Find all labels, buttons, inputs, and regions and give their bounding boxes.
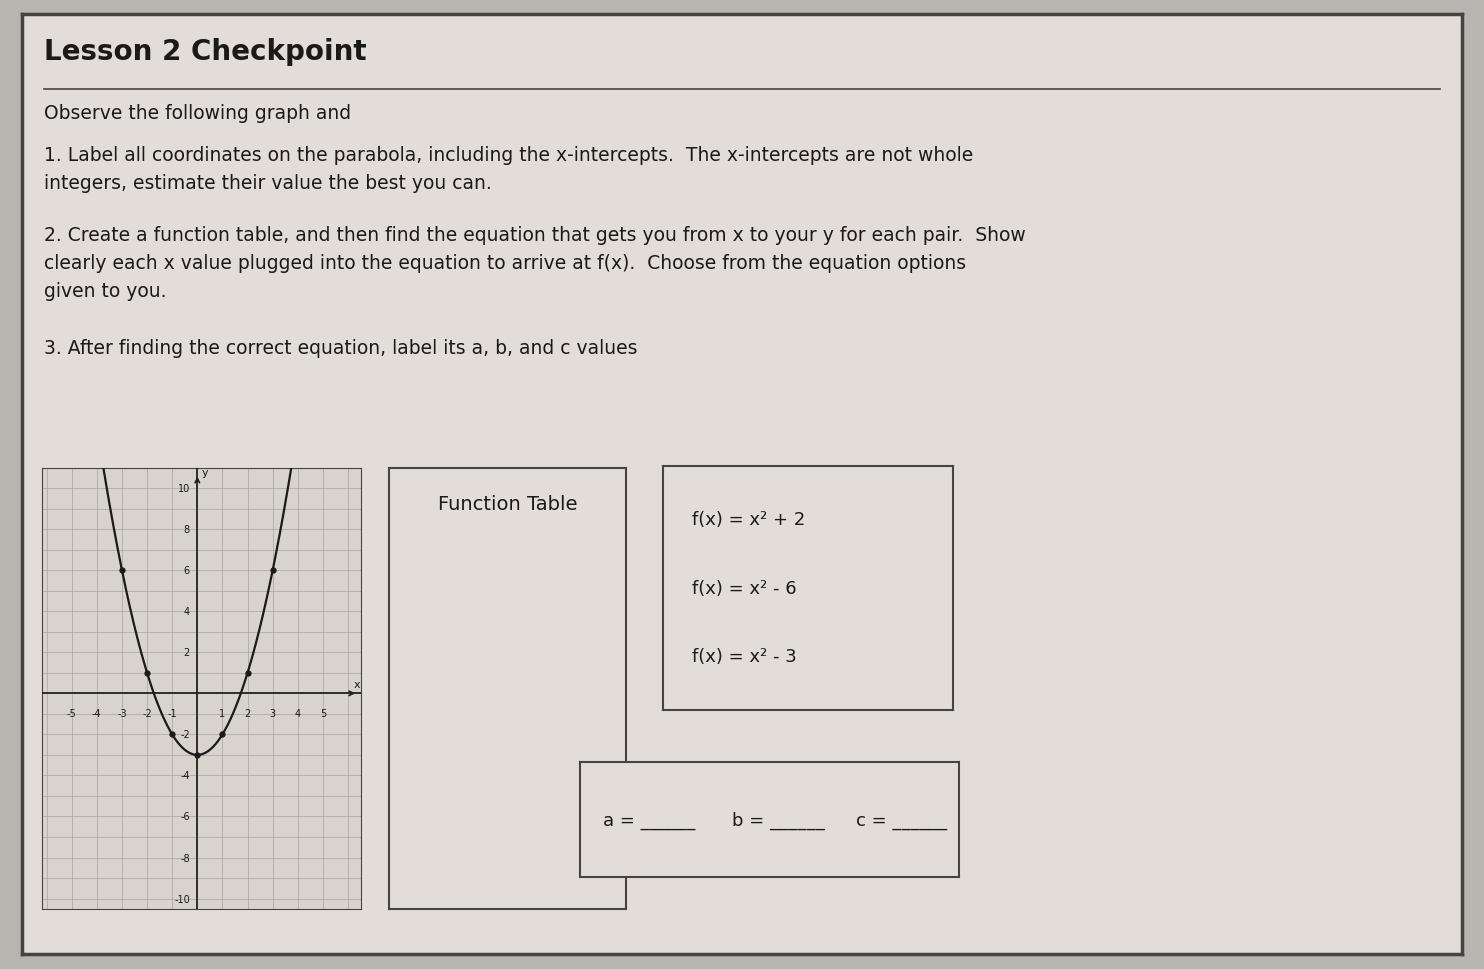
Text: a = ______: a = ______ [603,811,696,828]
Text: 2: 2 [245,708,251,718]
Text: 10: 10 [178,484,190,493]
Text: c = ______: c = ______ [856,811,948,828]
Text: x: x [353,679,361,689]
Text: -3: -3 [117,708,126,718]
Text: f(x) = x² + 2: f(x) = x² + 2 [692,511,806,529]
Text: 6: 6 [184,566,190,576]
Text: Lesson 2 Checkpoint: Lesson 2 Checkpoint [45,38,367,66]
Text: 1. Label all coordinates on the parabola, including the x-intercepts.  The x-int: 1. Label all coordinates on the parabola… [45,146,974,193]
Text: b = ______: b = ______ [732,811,825,828]
Text: -4: -4 [92,708,101,718]
Text: 3: 3 [270,708,276,718]
Text: -2: -2 [180,730,190,739]
Text: Observe the following graph and: Observe the following graph and [45,104,352,123]
Text: -5: -5 [67,708,77,718]
Text: 1: 1 [220,708,226,718]
Text: f(x) = x² - 3: f(x) = x² - 3 [692,647,797,666]
Text: -1: -1 [168,708,177,718]
Text: 3. After finding the correct equation, label its a, b, and c values: 3. After finding the correct equation, l… [45,339,637,358]
Text: -10: -10 [174,893,190,904]
Text: 4: 4 [184,607,190,616]
Text: 5: 5 [321,708,326,718]
Text: -2: -2 [142,708,151,718]
Text: y: y [202,467,208,477]
Text: f(x) = x² - 6: f(x) = x² - 6 [692,579,797,597]
Text: -8: -8 [180,853,190,862]
Text: -6: -6 [180,812,190,822]
Text: 8: 8 [184,524,190,535]
Text: 2. Create a function table, and then find the equation that gets you from x to y: 2. Create a function table, and then fin… [45,226,1025,301]
Text: Function Table: Function Table [438,494,577,514]
Text: 4: 4 [295,708,301,718]
Text: -4: -4 [180,770,190,781]
Text: 2: 2 [184,647,190,658]
